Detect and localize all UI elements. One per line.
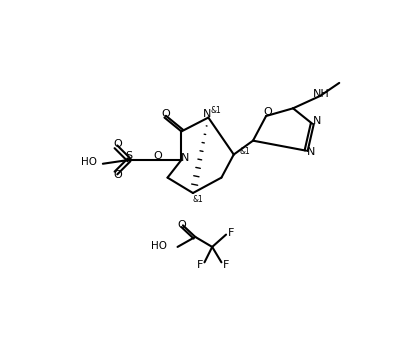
Text: N: N (181, 153, 189, 163)
Text: HO: HO (81, 157, 97, 167)
Text: F: F (223, 260, 229, 270)
Text: N: N (313, 116, 321, 126)
Text: &1: &1 (211, 106, 221, 115)
Text: F: F (227, 228, 234, 238)
Text: N: N (203, 109, 211, 119)
Text: O: O (263, 107, 272, 117)
Text: &1: &1 (192, 195, 203, 204)
Text: O: O (113, 170, 122, 180)
Text: &1: &1 (239, 147, 250, 156)
Text: O: O (153, 151, 162, 161)
Text: O: O (177, 220, 186, 230)
Text: HO: HO (151, 241, 167, 251)
Text: S: S (126, 151, 133, 161)
Text: O: O (113, 139, 122, 149)
Text: N: N (307, 147, 315, 157)
Text: F: F (197, 260, 203, 270)
Text: NH: NH (313, 89, 330, 99)
Text: O: O (162, 110, 170, 119)
